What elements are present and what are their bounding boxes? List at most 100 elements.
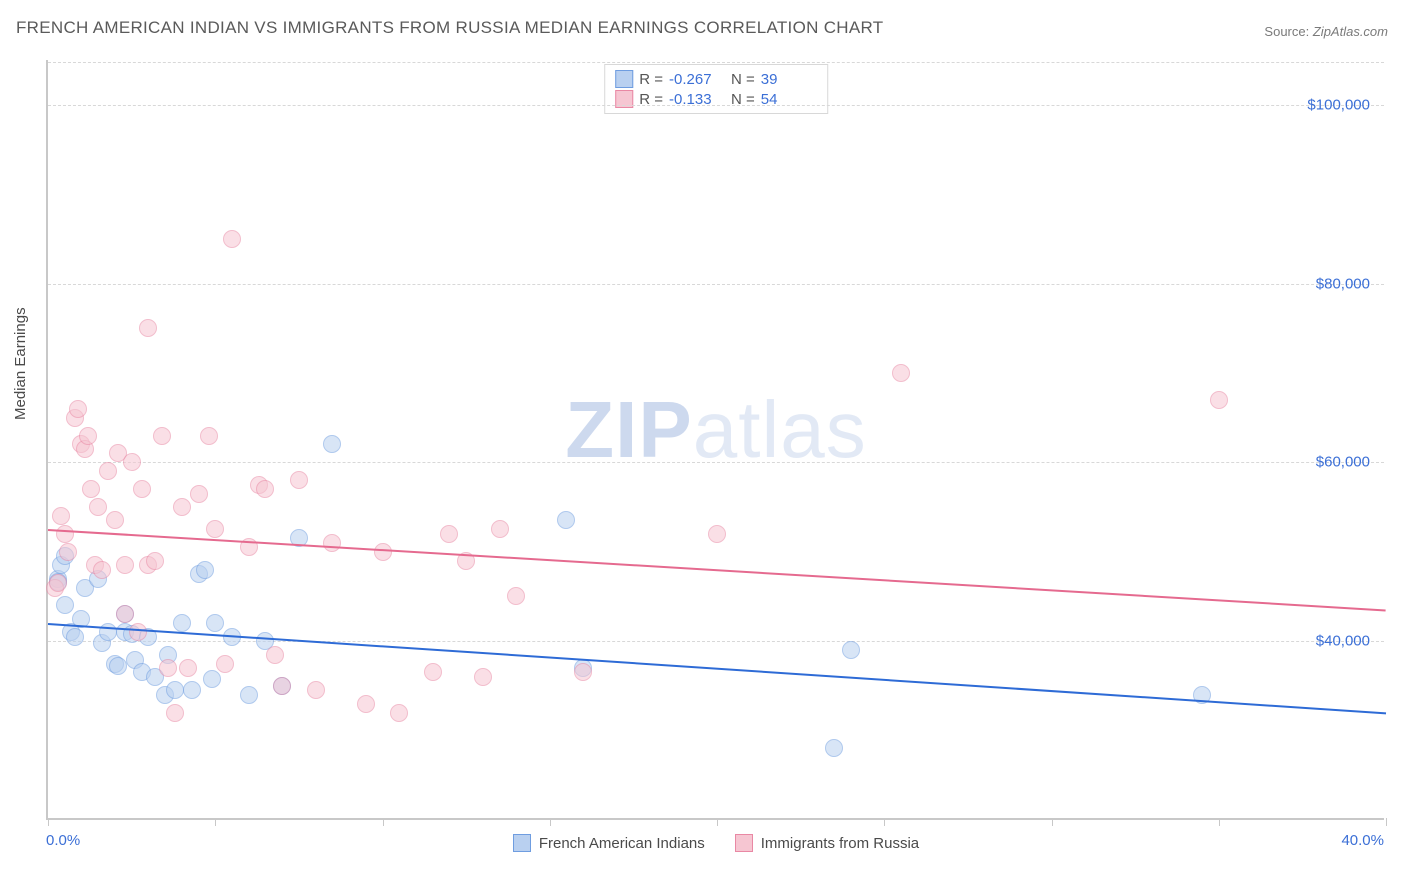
x-tick — [383, 818, 384, 826]
data-point-french — [825, 739, 843, 757]
data-point-russia — [190, 485, 208, 503]
data-point-french — [196, 561, 214, 579]
x-tick — [48, 818, 49, 826]
x-axis-label-right: 40.0% — [1341, 832, 1384, 849]
stat-r-french: -0.267 — [669, 71, 725, 88]
data-point-russia — [89, 498, 107, 516]
data-point-russia — [173, 498, 191, 516]
data-point-russia — [159, 659, 177, 677]
swatch-french — [615, 70, 633, 88]
data-point-russia — [574, 663, 592, 681]
data-point-russia — [153, 427, 171, 445]
data-point-russia — [200, 427, 218, 445]
data-point-russia — [390, 704, 408, 722]
legend-swatch-russia — [735, 834, 753, 852]
x-tick — [717, 818, 718, 826]
data-point-russia — [116, 605, 134, 623]
data-point-french — [166, 681, 184, 699]
data-point-russia — [474, 668, 492, 686]
x-tick — [1386, 818, 1387, 826]
data-point-french — [183, 681, 201, 699]
stat-n-french: 39 — [761, 71, 817, 88]
stat-n-label: N = — [731, 71, 755, 88]
data-point-russia — [307, 681, 325, 699]
data-point-russia — [49, 574, 67, 592]
stats-row-french: R = -0.267 N = 39 — [615, 69, 817, 89]
data-point-french — [203, 670, 221, 688]
x-tick — [884, 818, 885, 826]
data-point-russia — [146, 552, 164, 570]
data-point-russia — [59, 543, 77, 561]
data-point-russia — [52, 507, 70, 525]
data-point-french — [557, 511, 575, 529]
data-point-russia — [166, 704, 184, 722]
stats-row-russia: R = -0.133 N = 54 — [615, 89, 817, 109]
chart-plot-area: ZIPatlas R = -0.267 N = 39 R = -0.133 N … — [46, 60, 1384, 820]
data-point-russia — [1210, 391, 1228, 409]
data-point-russia — [69, 400, 87, 418]
data-point-russia — [892, 364, 910, 382]
data-point-russia — [357, 695, 375, 713]
data-point-russia — [99, 462, 117, 480]
data-point-french — [173, 614, 191, 632]
data-point-russia — [256, 480, 274, 498]
data-point-russia — [116, 556, 134, 574]
y-tick-label: $40,000 — [1316, 633, 1370, 650]
y-axis-label: Median Earnings — [12, 307, 29, 420]
data-point-russia — [79, 427, 97, 445]
source-label: Source: — [1264, 24, 1309, 39]
data-point-russia — [273, 677, 291, 695]
x-tick — [1052, 818, 1053, 826]
data-point-russia — [440, 525, 458, 543]
data-point-russia — [223, 230, 241, 248]
x-tick — [550, 818, 551, 826]
data-point-russia — [123, 453, 141, 471]
data-point-french — [56, 596, 74, 614]
gridline — [48, 641, 1384, 642]
data-point-russia — [290, 471, 308, 489]
data-point-russia — [82, 480, 100, 498]
data-point-french — [240, 686, 258, 704]
data-point-french — [323, 435, 341, 453]
data-point-russia — [179, 659, 197, 677]
watermark-zip: ZIP — [565, 385, 692, 474]
data-point-russia — [708, 525, 726, 543]
x-tick — [1219, 818, 1220, 826]
data-point-russia — [206, 520, 224, 538]
watermark-atlas: atlas — [693, 385, 867, 474]
data-point-french — [206, 614, 224, 632]
stat-r-label: R = — [639, 71, 663, 88]
data-point-french — [842, 641, 860, 659]
data-point-russia — [491, 520, 509, 538]
data-point-russia — [424, 663, 442, 681]
data-point-russia — [93, 561, 111, 579]
correlation-stats-box: R = -0.267 N = 39 R = -0.133 N = 54 — [604, 64, 828, 114]
data-point-russia — [129, 623, 147, 641]
y-tick-label: $80,000 — [1316, 275, 1370, 292]
gridline — [48, 462, 1384, 463]
legend-label-russia: Immigrants from Russia — [761, 835, 919, 852]
data-point-french — [66, 628, 84, 646]
data-point-russia — [106, 511, 124, 529]
legend-label-french: French American Indians — [539, 835, 705, 852]
data-point-russia — [323, 534, 341, 552]
gridline — [48, 105, 1384, 106]
data-point-russia — [133, 480, 151, 498]
x-axis-label-left: 0.0% — [46, 832, 80, 849]
legend-item-russia: Immigrants from Russia — [735, 834, 919, 852]
data-point-russia — [374, 543, 392, 561]
data-point-russia — [56, 525, 74, 543]
chart-title: FRENCH AMERICAN INDIAN VS IMMIGRANTS FRO… — [16, 18, 883, 38]
y-tick-label: $100,000 — [1307, 96, 1370, 113]
legend-swatch-french — [513, 834, 531, 852]
y-tick-label: $60,000 — [1316, 454, 1370, 471]
gridline — [48, 62, 1384, 63]
data-point-russia — [139, 319, 157, 337]
x-tick — [215, 818, 216, 826]
data-point-russia — [507, 587, 525, 605]
data-point-russia — [266, 646, 284, 664]
legend-item-french: French American Indians — [513, 834, 705, 852]
chart-legend: French American Indians Immigrants from … — [48, 834, 1384, 852]
data-point-russia — [216, 655, 234, 673]
source-attribution: Source: ZipAtlas.com — [1264, 24, 1388, 39]
